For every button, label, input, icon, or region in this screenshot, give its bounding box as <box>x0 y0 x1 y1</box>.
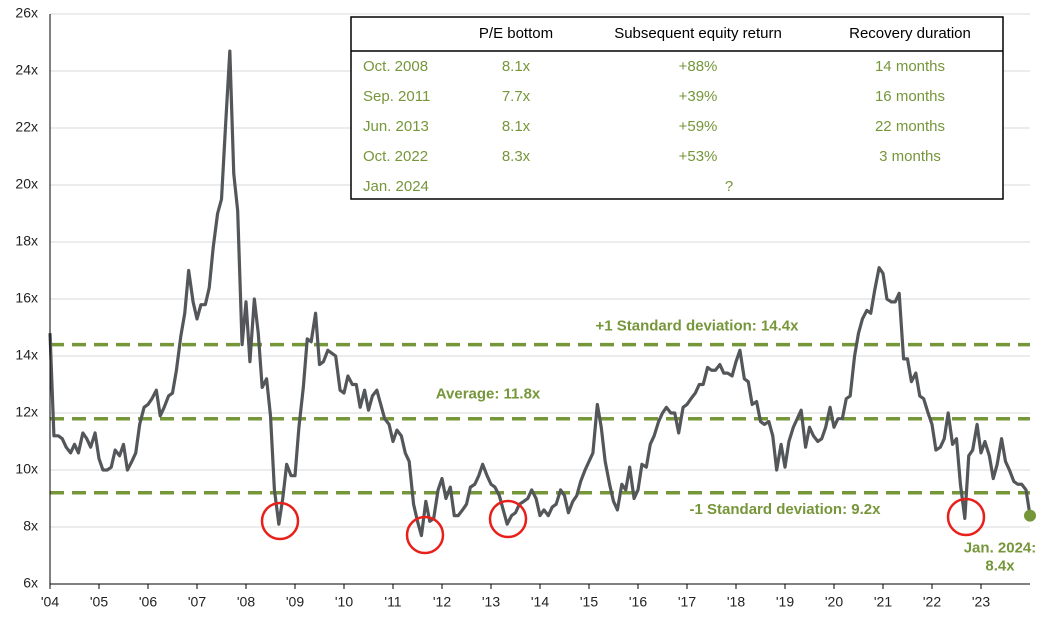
table-cell: 8.3x <box>502 148 531 165</box>
table: P/E bottom Subsequent equity return Recove… <box>350 16 1004 200</box>
highlight-circle <box>488 499 528 539</box>
table-header: P/E bottom <box>479 25 553 42</box>
x-tick-label: '05 <box>90 594 108 610</box>
table-cell: Jun. 2013 <box>363 118 429 135</box>
y-tick-label: 12x <box>15 404 38 420</box>
end-point <box>1024 509 1036 522</box>
table-box <box>350 16 1004 200</box>
table-cell: 14 months <box>875 58 945 75</box>
table-header: Recovery duration <box>849 25 971 42</box>
y-tick-label: 10x <box>15 461 38 477</box>
y-tick-label: 14x <box>15 347 38 363</box>
table-cell: +53% <box>679 148 718 165</box>
highlight-circle <box>405 515 445 555</box>
x-tick-label: '22 <box>923 594 941 610</box>
reference-label: +1 Standard deviation: 14.4x <box>596 318 800 335</box>
x-tick-label: '15 <box>580 594 598 610</box>
reference-lines: +1 Standard deviation: 14.4x Average: 11.… <box>50 318 1030 518</box>
table-header: Subsequent equity return <box>614 25 782 42</box>
x-tick-label: '16 <box>629 594 647 610</box>
table-cell: 22 months <box>875 118 945 135</box>
table-cell: +88% <box>679 58 718 75</box>
x-tick-label: '18 <box>727 594 745 610</box>
x-tick-label: '17 <box>678 594 696 610</box>
highlight-circle <box>946 497 986 537</box>
y-tick-label: 8x <box>23 518 38 534</box>
y-tick-label: 6x <box>23 575 38 591</box>
y-tick-label: 20x <box>15 176 38 192</box>
end-point-label: Jan. 2024: <box>964 540 1037 557</box>
y-tick-label: 24x <box>15 62 38 78</box>
x-tick-label: '23 <box>972 594 990 610</box>
x-tick-label: '10 <box>335 594 353 610</box>
x-tick-label: '06 <box>139 594 157 610</box>
table-cell: Jan. 2024 <box>363 178 429 195</box>
x-tick-label: '09 <box>286 594 304 610</box>
x-tick-label: '11 <box>384 594 401 610</box>
x-tick-label: '19 <box>776 594 794 610</box>
y-tick-label: 22x <box>15 119 38 135</box>
table-cell: 8.1x <box>502 118 531 135</box>
y-tick-label: 18x <box>15 233 38 249</box>
table-cell: +59% <box>679 118 718 135</box>
table-cell: +39% <box>679 88 718 105</box>
x-tick-label: '21 <box>874 594 892 610</box>
highlight-circles <box>260 497 986 555</box>
table-cell: Oct. 2022 <box>363 148 428 165</box>
series-line <box>48 49 1032 538</box>
highlight-circle <box>260 501 300 541</box>
table-cell: 16 months <box>875 88 945 105</box>
y-tick-label: 16x <box>15 290 38 306</box>
x-tick-label: '20 <box>825 594 843 610</box>
plot: Jan. 2024:8.4x <box>48 49 1037 575</box>
table-cell: 3 months <box>879 148 941 165</box>
reference-label: -1 Standard deviation: 9.2x <box>690 501 882 518</box>
table-cell: 7.7x <box>502 88 531 105</box>
axes: 6x 8x 10x 12x 14x 16x 18x 20x 22x 24x 26x '04 '05 '06… <box>15 5 1030 610</box>
x-tick-label: '12 <box>433 594 451 610</box>
y-tick-label: 26x <box>15 5 38 21</box>
reference-label: Average: 11.8x <box>436 386 541 403</box>
x-tick-label: '07 <box>188 594 206 610</box>
table-cell: ? <box>725 178 733 195</box>
x-tick-label: '14 <box>531 594 549 610</box>
x-tick-label: '13 <box>482 594 500 610</box>
x-tick-label: '04 <box>41 594 59 610</box>
table-cell: Oct. 2008 <box>363 58 428 75</box>
table-cell: 8.1x <box>502 58 531 75</box>
end-point-value-label: 8.4x <box>985 558 1015 575</box>
table-cell: Sep. 2011 <box>363 88 430 105</box>
x-tick-label: '08 <box>237 594 255 610</box>
